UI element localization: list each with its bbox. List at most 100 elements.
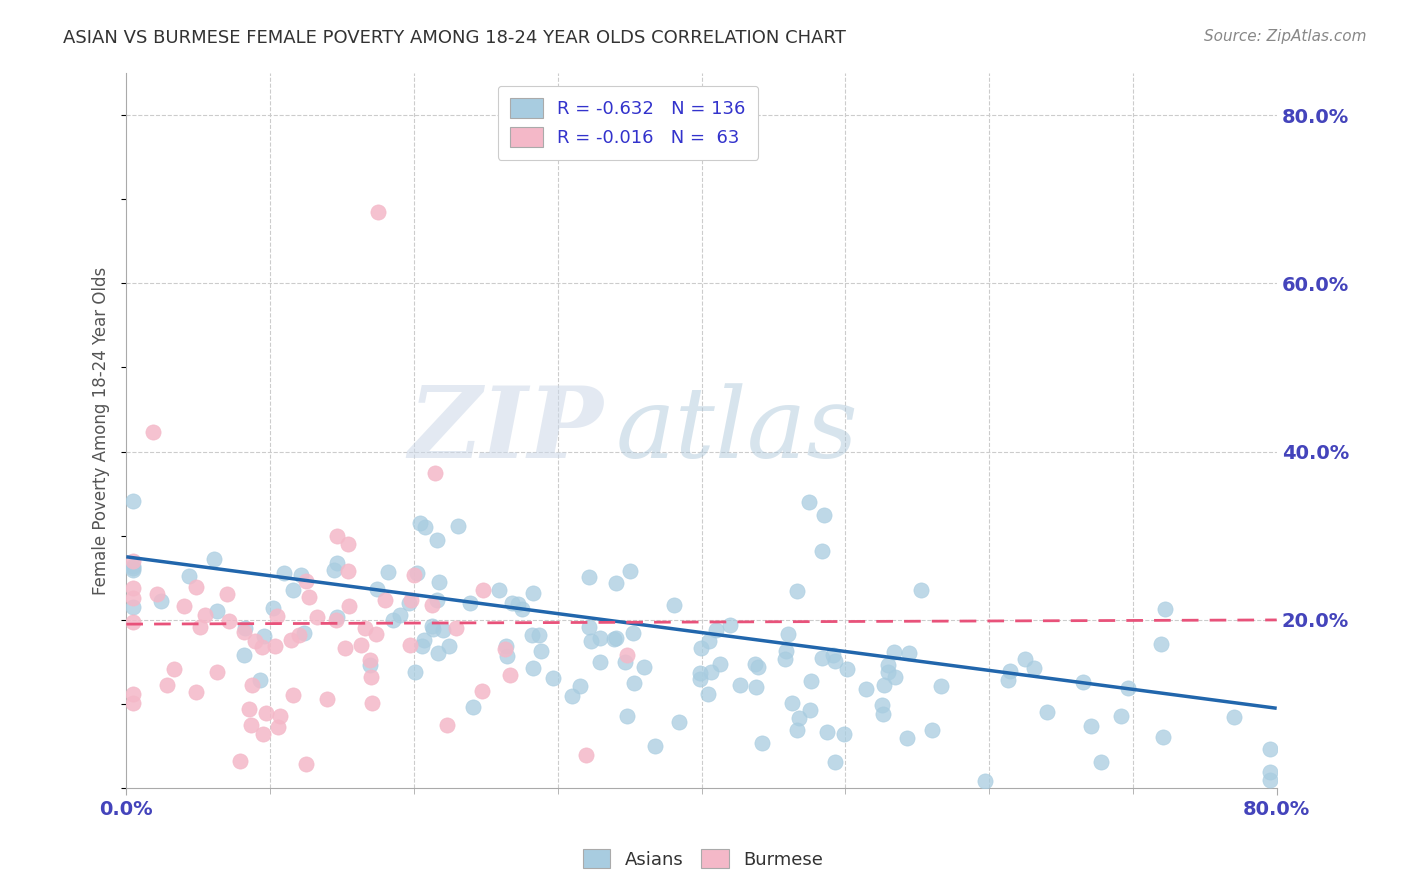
Point — [122, 554, 145, 568]
Point — [233, 621, 256, 635]
Point — [381, 613, 404, 627]
Point — [578, 569, 600, 583]
Point — [204, 552, 226, 566]
Point — [929, 679, 952, 693]
Point — [412, 633, 434, 648]
Point — [122, 559, 145, 574]
Point — [217, 587, 239, 601]
Point — [243, 634, 266, 648]
Point — [269, 708, 291, 723]
Point — [872, 698, 894, 713]
Point — [494, 641, 516, 656]
Point — [1014, 652, 1036, 666]
Point — [426, 592, 449, 607]
Point — [122, 563, 145, 577]
Point — [444, 622, 467, 636]
Point — [267, 720, 290, 734]
Point — [488, 583, 510, 598]
Point — [872, 706, 894, 721]
Point — [399, 638, 422, 652]
Point — [122, 599, 145, 614]
Point — [155, 678, 177, 692]
Point — [337, 599, 360, 614]
Point — [426, 533, 449, 548]
Point — [266, 608, 288, 623]
Point — [877, 665, 900, 680]
Point — [662, 598, 685, 612]
Point — [896, 731, 918, 746]
Point — [437, 639, 460, 653]
Point — [883, 645, 905, 659]
Point — [229, 754, 252, 768]
Point — [1116, 681, 1139, 695]
Point — [813, 508, 835, 522]
Point — [800, 674, 823, 689]
Point — [472, 583, 495, 598]
Point — [527, 628, 550, 642]
Point — [689, 640, 711, 655]
Point — [530, 644, 553, 658]
Point — [290, 568, 312, 582]
Point — [581, 633, 603, 648]
Point — [877, 658, 900, 673]
Point — [1024, 661, 1046, 675]
Point — [786, 723, 808, 737]
Point — [406, 566, 429, 580]
Point — [142, 425, 165, 439]
Point — [510, 601, 533, 615]
Point — [233, 625, 256, 640]
Point — [413, 520, 436, 534]
Point — [325, 610, 347, 624]
Point — [471, 683, 494, 698]
Point — [561, 689, 583, 703]
Point — [122, 591, 145, 606]
Point — [815, 725, 838, 739]
Point — [1152, 730, 1174, 744]
Point — [122, 615, 145, 629]
Point — [619, 564, 641, 578]
Point — [283, 688, 305, 702]
Point — [409, 516, 432, 531]
Point — [292, 626, 315, 640]
Point — [463, 699, 485, 714]
Point — [427, 574, 450, 589]
Point — [786, 584, 808, 599]
Point — [354, 621, 377, 635]
Point — [240, 718, 263, 732]
Point — [432, 623, 454, 637]
Point — [974, 774, 997, 789]
Point — [728, 678, 751, 692]
Text: atlas: atlas — [616, 383, 858, 478]
Point — [232, 648, 254, 662]
Point — [194, 607, 217, 622]
Point — [709, 657, 731, 672]
Point — [305, 609, 328, 624]
Point — [336, 565, 359, 579]
Point — [1080, 719, 1102, 733]
Point — [240, 678, 263, 692]
Point — [747, 660, 769, 674]
Point — [623, 625, 645, 640]
Point — [458, 596, 481, 610]
Point — [122, 494, 145, 508]
Point — [298, 591, 321, 605]
Point — [718, 618, 741, 632]
Point — [780, 696, 803, 710]
Legend: Asians, Burmese: Asians, Burmese — [576, 842, 830, 876]
Point — [824, 755, 846, 769]
Point — [420, 598, 443, 612]
Point — [810, 544, 832, 558]
Point — [349, 638, 371, 652]
Point — [333, 640, 356, 655]
Point — [337, 537, 360, 551]
Point — [359, 657, 381, 672]
Point — [173, 599, 195, 613]
Point — [1090, 755, 1112, 769]
Point — [799, 495, 821, 509]
Point — [697, 687, 720, 701]
Point — [496, 649, 519, 664]
Point — [520, 628, 543, 642]
Point — [578, 620, 600, 634]
Point — [495, 639, 517, 653]
Point — [1071, 675, 1094, 690]
